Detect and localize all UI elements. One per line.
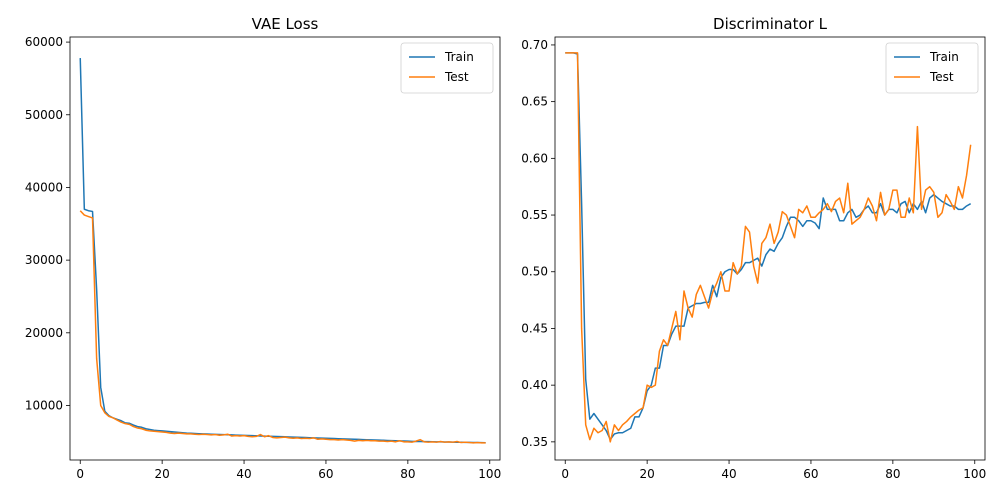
x-tick-label: 20	[640, 467, 655, 481]
x-tick-label: 40	[236, 467, 251, 481]
y-tick-label: 0.50	[521, 265, 548, 279]
y-tick-label: 60000	[25, 35, 63, 49]
y-tick-label: 0.45	[521, 321, 548, 335]
chart-title: VAE Loss	[252, 15, 319, 33]
y-tick-label: 0.65	[521, 95, 548, 109]
legend-label-test: Test	[444, 70, 469, 84]
y-tick-label: 10000	[25, 398, 63, 412]
axes-frame	[554, 36, 986, 461]
legend-label-train: Train	[444, 50, 474, 64]
x-tick-label: 0	[76, 467, 84, 481]
x-tick-label: 100	[963, 467, 986, 481]
chart-title: Discriminator L	[713, 15, 828, 33]
x-tick-label: 60	[803, 467, 818, 481]
legend-box	[885, 42, 979, 94]
vae-loss-chart: VAE Loss 0 20 40 60 80 100 10000 20000 30000 40000…	[25, 15, 501, 481]
x-tick-label: 60	[318, 467, 333, 481]
legend-label-train: Train	[929, 50, 959, 64]
y-tick-label: 0.55	[521, 208, 548, 222]
series-line-test	[565, 52, 972, 443]
legend-label-test: Test	[929, 70, 954, 84]
x-tick-label: 0	[561, 467, 569, 481]
y-tick-label: 0.35	[521, 435, 548, 449]
y-tick-label: 0.70	[521, 38, 548, 52]
x-tick-label: 80	[885, 467, 900, 481]
x-tick-label: 20	[155, 467, 170, 481]
y-tick-label: 50000	[25, 108, 63, 122]
x-tick-label: 40	[721, 467, 736, 481]
x-tick-label: 100	[478, 467, 501, 481]
axes-frame	[69, 36, 501, 461]
legend-box	[400, 42, 494, 94]
series-line-test	[79, 210, 486, 444]
y-tick-label: 40000	[25, 180, 63, 194]
discriminator-loss-chart: Discriminator L 0 20 40 60 80 100 0.35 0.40 0.45 0…	[521, 15, 986, 481]
series-line-train	[565, 52, 972, 441]
y-tick-label: 0.60	[521, 151, 548, 165]
y-tick-label: 0.40	[521, 378, 548, 392]
y-tick-label: 30000	[25, 253, 63, 267]
x-tick-label: 80	[400, 467, 415, 481]
y-tick-label: 20000	[25, 326, 63, 340]
